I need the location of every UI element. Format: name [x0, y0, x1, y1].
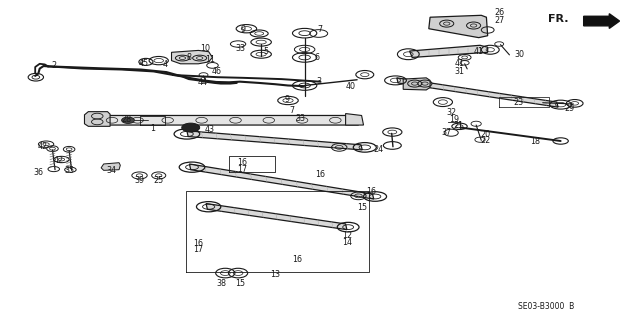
Text: 41: 41 [454, 59, 465, 68]
Text: 18: 18 [530, 137, 540, 146]
Text: 39: 39 [134, 176, 145, 185]
Text: 9: 9 [241, 25, 246, 34]
Text: 9: 9 [284, 95, 289, 104]
Polygon shape [101, 163, 120, 170]
Polygon shape [397, 78, 558, 107]
Text: 26: 26 [494, 8, 504, 17]
Text: 13: 13 [270, 271, 280, 279]
Text: 42: 42 [37, 142, 47, 151]
Text: 41: 41 [474, 47, 484, 56]
Polygon shape [187, 131, 362, 150]
Circle shape [182, 123, 200, 132]
Text: 6: 6 [315, 53, 320, 62]
Text: 35: 35 [64, 166, 74, 175]
Text: 38: 38 [216, 279, 227, 288]
Text: 23: 23 [513, 98, 524, 107]
Polygon shape [88, 115, 358, 125]
Text: 29: 29 [564, 104, 575, 113]
Text: 19: 19 [449, 115, 460, 124]
Text: 1: 1 [150, 124, 155, 133]
Text: SE03-B3000  B: SE03-B3000 B [518, 302, 575, 311]
Polygon shape [429, 15, 488, 38]
Text: 17: 17 [193, 245, 204, 254]
Text: FR.: FR. [548, 13, 568, 24]
Text: 37: 37 [442, 128, 452, 137]
Text: 24: 24 [374, 145, 384, 154]
Text: 5: 5 [263, 47, 268, 56]
Text: 14: 14 [342, 238, 352, 247]
Text: 32: 32 [447, 108, 457, 117]
Polygon shape [189, 164, 374, 199]
Text: 7: 7 [317, 25, 323, 34]
Text: 21: 21 [453, 121, 463, 130]
Text: 25: 25 [154, 176, 164, 185]
Text: 46: 46 [211, 67, 221, 76]
Text: 33: 33 [296, 114, 306, 122]
Text: 11: 11 [205, 56, 215, 64]
Text: 36: 36 [33, 168, 44, 177]
Text: 15: 15 [236, 279, 246, 288]
Polygon shape [206, 204, 347, 230]
Text: 8: 8 [186, 53, 191, 62]
Text: 28: 28 [122, 115, 132, 124]
Text: 15: 15 [357, 204, 367, 212]
Text: 4: 4 [163, 60, 168, 69]
Text: 45: 45 [139, 59, 149, 68]
Text: 22: 22 [480, 137, 490, 145]
Text: 17: 17 [237, 165, 247, 174]
Polygon shape [346, 114, 364, 125]
Text: 2: 2 [52, 61, 57, 70]
Polygon shape [410, 45, 488, 57]
Text: 16: 16 [193, 239, 204, 248]
Circle shape [122, 117, 134, 123]
Text: 33: 33 [235, 44, 245, 53]
Text: 30: 30 [515, 50, 525, 59]
Text: 43: 43 [205, 125, 215, 134]
Text: 44: 44 [197, 78, 207, 87]
Text: 31: 31 [454, 67, 465, 76]
Text: 16: 16 [315, 170, 325, 179]
Text: 40: 40 [346, 82, 356, 91]
Polygon shape [172, 50, 212, 64]
Text: 12: 12 [342, 231, 352, 240]
Text: 16: 16 [366, 187, 376, 196]
FancyArrow shape [584, 14, 620, 28]
Text: 20: 20 [480, 130, 490, 139]
Text: 27: 27 [494, 16, 504, 25]
Text: 34: 34 [106, 166, 116, 175]
Text: 3: 3 [316, 77, 321, 86]
Text: 16: 16 [237, 158, 247, 167]
Text: 16: 16 [292, 255, 302, 264]
Text: 42: 42 [54, 156, 64, 165]
Polygon shape [403, 78, 430, 90]
Polygon shape [84, 112, 110, 126]
Text: 7: 7 [289, 106, 294, 115]
Text: 10: 10 [200, 44, 210, 53]
